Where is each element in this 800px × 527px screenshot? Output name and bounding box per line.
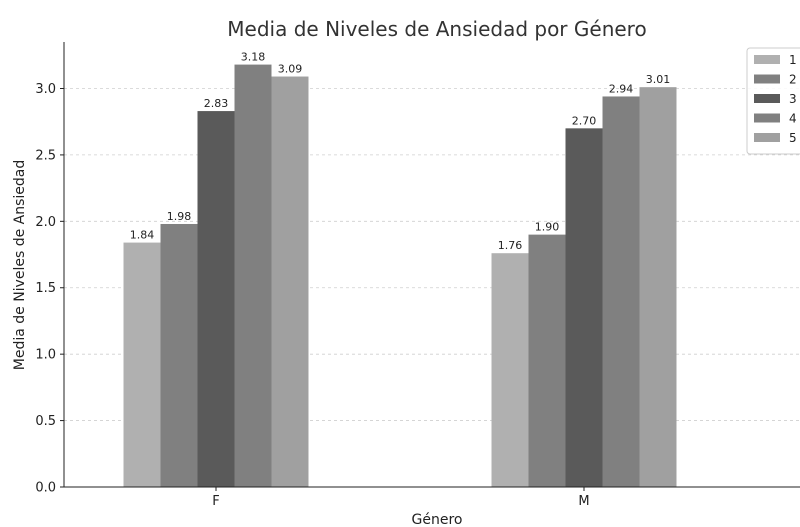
y-tick-label: 0.5 [35, 414, 56, 429]
bar-M-series-3 [565, 128, 603, 488]
y-axis-label: Media de Niveles de Ansiedad [12, 160, 28, 371]
legend-swatch-4 [754, 113, 780, 123]
y-tick-label: 1.5 [35, 281, 56, 296]
bar-value-label: 1.98 [167, 210, 192, 223]
bar-value-label: 2.94 [609, 82, 634, 95]
x-axis-label: Género [412, 512, 463, 527]
bar-value-label: 3.01 [646, 73, 671, 86]
y-tick-label: 2.0 [35, 215, 56, 230]
chart-title: Media de Niveles de Ansiedad por Género [227, 17, 646, 41]
bar-M-series-2 [528, 234, 566, 487]
y-tick-label: 2.5 [35, 148, 56, 163]
bar-M-series-5 [639, 87, 677, 487]
legend-swatch-2 [754, 74, 780, 84]
bars [123, 64, 677, 488]
bar-value-label: 2.83 [204, 97, 229, 110]
bar-F-series-1 [123, 242, 161, 487]
bar-F-series-2 [160, 223, 198, 487]
legend-label-2: 2 [789, 73, 797, 87]
legend-swatch-5 [754, 133, 780, 142]
y-tick-label: 0.0 [35, 481, 56, 496]
bar-F-series-5 [271, 76, 309, 487]
legend-label-5: 5 [789, 131, 797, 145]
legend-swatch-1 [754, 55, 780, 64]
legend-label-1: 1 [789, 53, 797, 67]
legend-label-3: 3 [789, 92, 797, 106]
legend-swatch-3 [754, 94, 780, 103]
bar-value-label: 2.70 [572, 114, 597, 127]
bar-F-series-3 [197, 111, 235, 488]
bar-value-label: 1.90 [535, 221, 560, 234]
y-tick-label: 1.0 [35, 348, 56, 363]
legend-label-4: 4 [789, 112, 797, 126]
bar-value-label: 1.76 [498, 239, 523, 252]
legend: 1 2 3 4 5 [746, 47, 800, 155]
bar-M-series-1 [491, 253, 529, 487]
x-tick-label: M [578, 494, 589, 509]
x-tick-label: F [212, 494, 219, 509]
bar-value-label: 3.09 [278, 63, 303, 76]
bar-F-series-4 [234, 64, 272, 487]
bar-M-series-4 [602, 96, 640, 488]
axes: 0.0 0.5 1.0 1.5 2.0 2.5 3.0 F M [35, 42, 800, 509]
value-labels: 1.84 1.98 2.83 3.18 3.09 1.76 1.90 2.70 2.94 3.01 [130, 51, 671, 253]
bar-value-label: 3.18 [241, 51, 266, 64]
bar-value-label: 1.84 [130, 229, 155, 242]
y-tick-label: 3.0 [35, 82, 56, 97]
